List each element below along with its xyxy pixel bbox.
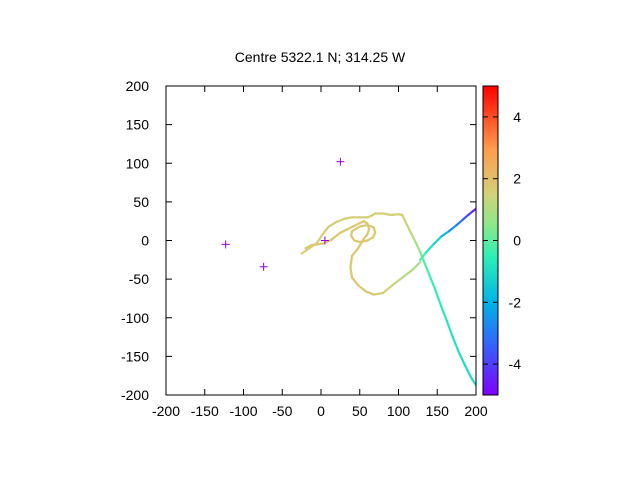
y-tick-label: -200: [121, 387, 149, 403]
y-tick-label: 50: [133, 194, 149, 210]
track-segment: [389, 213, 400, 217]
track-segment: [357, 284, 368, 293]
track-segment: [428, 274, 437, 292]
colorbar-tick-label: 0: [513, 233, 521, 249]
track-segment: [401, 213, 408, 225]
marker-point: [320, 236, 329, 245]
track-segment: [401, 268, 414, 279]
track-segment: [358, 223, 369, 228]
track: [300, 212, 404, 255]
colorbar-tick-label: -2: [509, 294, 522, 310]
track-segment: [391, 276, 404, 287]
chart-title: Centre 5322.1 N; 314.25 W: [235, 49, 406, 65]
track-segment: [364, 290, 375, 296]
y-tick-label: 200: [126, 78, 150, 94]
track-segment: [440, 305, 448, 322]
colorbar-tick-label: 2: [513, 171, 521, 187]
track: [304, 220, 422, 296]
marker-point: [259, 262, 268, 271]
track-segment: [464, 364, 473, 380]
track-segment: [447, 223, 458, 233]
colorbar-tick-label: 4: [513, 109, 521, 125]
track-segment: [349, 254, 354, 269]
track-segment: [357, 237, 365, 250]
track-segment: [350, 225, 361, 233]
y-tick-label: -150: [121, 348, 149, 364]
track-segment: [440, 230, 450, 238]
track-segment: [409, 231, 417, 244]
x-tick-label: 150: [426, 403, 450, 419]
track-segment: [349, 266, 354, 279]
track-segment: [425, 243, 435, 254]
x-tick-label: -200: [152, 403, 180, 419]
track-segment: [300, 247, 311, 255]
y-tick-label: 100: [126, 155, 150, 171]
track-segment: [451, 335, 461, 354]
track-segment: [455, 218, 464, 227]
track-segment: [411, 261, 422, 271]
y-tick-label: 0: [141, 233, 149, 249]
marker-point: [221, 240, 230, 249]
track-segment: [434, 289, 443, 308]
y-tick-label: -50: [129, 271, 149, 287]
track-segment: [445, 318, 454, 339]
track-segment: [350, 230, 354, 237]
x-tick-label: 0: [317, 403, 325, 419]
track-segment: [304, 244, 313, 250]
track-segment: [347, 223, 357, 231]
x-tick-label: -50: [272, 403, 292, 419]
track-segment: [343, 216, 354, 220]
track-segment: [350, 247, 360, 258]
marker-point: [336, 157, 345, 166]
x-tick-label: 50: [352, 403, 368, 419]
x-tick-label: 100: [387, 403, 411, 419]
track-segment: [432, 235, 443, 246]
track-segment: [470, 376, 476, 387]
y-tick-label: -100: [121, 310, 149, 326]
track-segment: [316, 233, 324, 244]
markers-layer: [221, 157, 345, 271]
colorbar: -4 -2 0 2 4: [482, 85, 522, 396]
track: [401, 213, 476, 387]
tracks-layer: [300, 207, 476, 387]
track-segment: [372, 291, 385, 296]
track: [419, 207, 476, 261]
track-segment: [381, 212, 392, 217]
track-segment: [354, 220, 365, 227]
track-segment: [327, 220, 338, 228]
track-segment: [335, 217, 346, 224]
axes-layer: -200 -150 -100 -50 0 50 100 150 200-200-150-100-…: [121, 78, 488, 419]
colorbar-tick-label: -4: [509, 356, 522, 372]
track-segment: [339, 227, 350, 234]
track-segment: [321, 225, 330, 236]
track-segment: [350, 276, 360, 287]
track-segment: [419, 250, 425, 261]
track-segment: [471, 207, 476, 213]
track-segment: [321, 239, 332, 245]
x-tick-label: -100: [229, 403, 257, 419]
track-segment: [381, 284, 394, 295]
track-segment: [419, 250, 428, 261]
track-segment: [329, 231, 342, 242]
x-tick-label: 200: [464, 403, 488, 419]
track-segment: [457, 351, 467, 367]
track-segment: [422, 258, 431, 277]
x-tick-label: -150: [191, 403, 219, 419]
y-tick-label: 150: [126, 117, 150, 133]
track-segment: [414, 240, 422, 254]
track-segment: [405, 222, 412, 234]
track-segment: [461, 213, 470, 221]
